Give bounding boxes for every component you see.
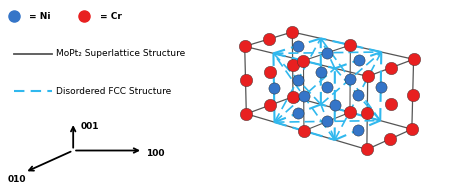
Text: 001: 001 xyxy=(81,122,99,130)
Text: 100: 100 xyxy=(146,149,164,158)
Text: = Ni: = Ni xyxy=(29,12,51,21)
Text: Disordered FCC Structure: Disordered FCC Structure xyxy=(56,87,171,96)
Text: MoPt₂ Superlattice Structure: MoPt₂ Superlattice Structure xyxy=(56,49,185,58)
Text: = Cr: = Cr xyxy=(100,12,121,21)
Text: 010: 010 xyxy=(8,175,27,184)
